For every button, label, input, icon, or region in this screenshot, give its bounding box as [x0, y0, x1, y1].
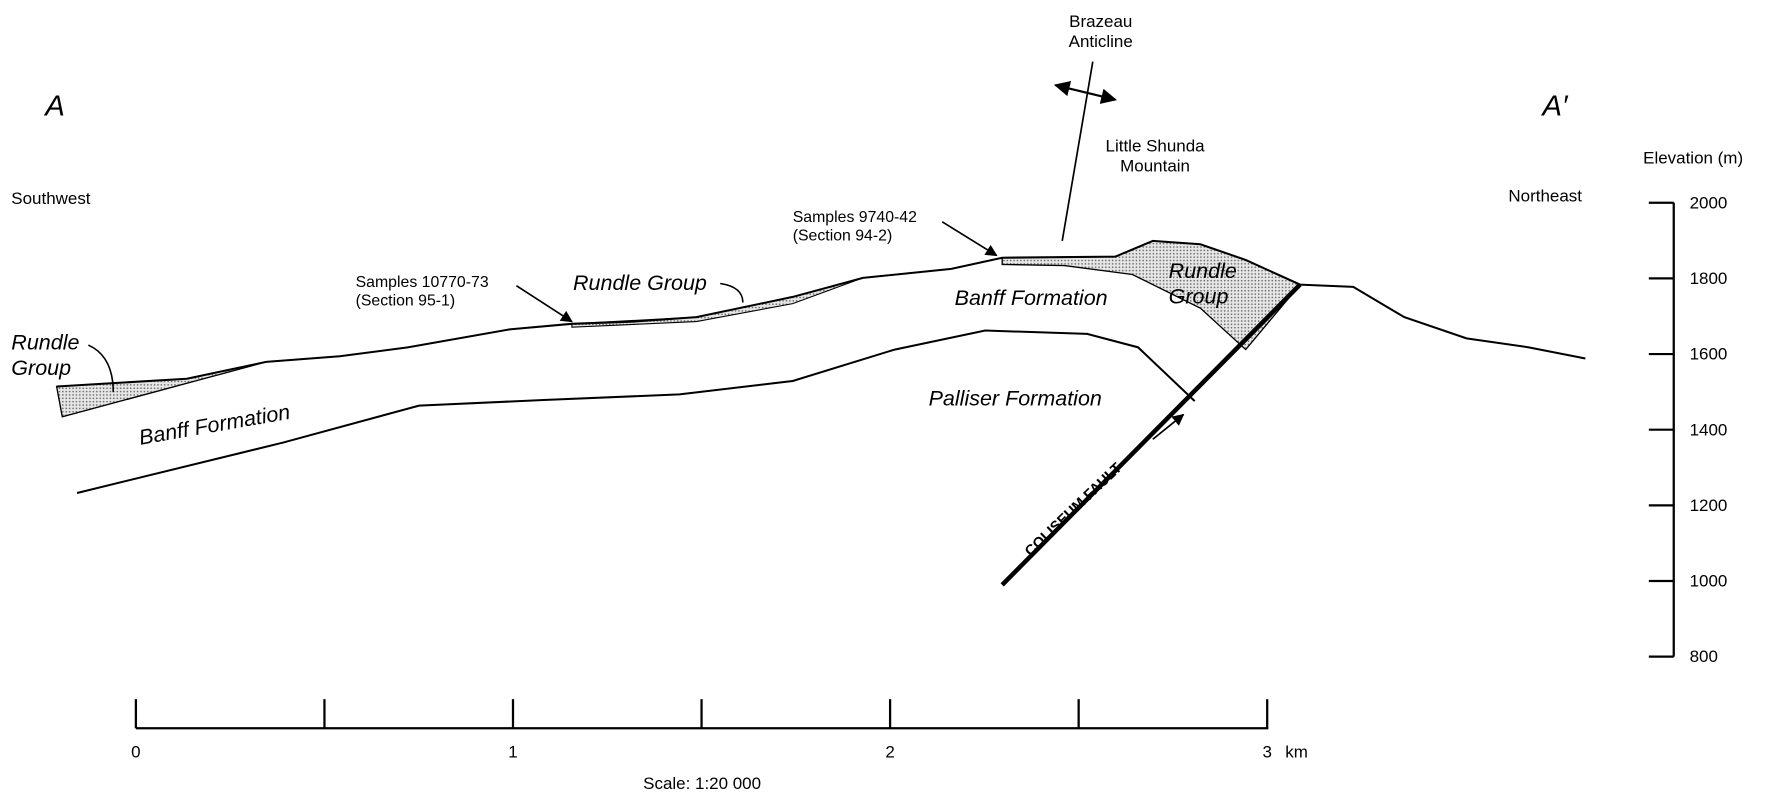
section-end: A′: [1540, 90, 1569, 123]
section-end: A: [43, 90, 65, 123]
direction: Southwest: [11, 189, 91, 208]
scale-bar: Scale: 1:20 000 0 1 2 3 km: [131, 699, 1308, 793]
tick-label: 2000: [1690, 193, 1728, 212]
topography: [57, 241, 1586, 387]
label-line: Group: [11, 356, 71, 380]
label-line: Group: [1169, 285, 1229, 309]
label: Samples 9740-42 (Section 94-2): [793, 209, 917, 245]
tick-label: 3: [1262, 743, 1271, 762]
tick-label: 1: [508, 743, 517, 762]
label: Samples 10770-73 (Section 95-1): [356, 274, 489, 310]
leader-95: [516, 286, 571, 322]
label-line: Brazeau: [1069, 12, 1132, 31]
axis-title: Elevation (m): [1643, 149, 1743, 168]
direction: Northeast: [1508, 187, 1582, 206]
tick-label: 1800: [1690, 269, 1728, 288]
label-line: Rundle: [11, 331, 79, 355]
tick-label: 1000: [1690, 572, 1728, 591]
tick-label: 1200: [1690, 496, 1728, 515]
label-line: Rundle: [1169, 259, 1237, 283]
label-line: Samples 10770-73: [356, 274, 489, 291]
leader-rundle-middle: [720, 283, 743, 302]
label-line: (Section 95-1): [356, 293, 456, 310]
label-line: Anticline: [1069, 32, 1133, 51]
label: Banff Formation: [955, 286, 1108, 310]
elevation-axis: 2000 1800 1600 1400 1200 1000 800: [1649, 193, 1728, 666]
label: Palliser Formation: [929, 387, 1102, 411]
label-line: Mountain: [1120, 157, 1190, 176]
anticline-arrows: [1055, 85, 1115, 100]
label-line: Little Shunda: [1106, 136, 1206, 155]
tick-label: 1400: [1690, 420, 1728, 439]
unit: km: [1285, 743, 1308, 762]
cross-section: A A′ Southwest Northeast Elevation (m) B…: [0, 0, 1770, 800]
label-line: Samples 9740-42: [793, 209, 917, 226]
label: Rundle Group: [573, 271, 707, 295]
scale-text: Scale: 1:20 000: [643, 774, 761, 793]
tick-label: 0: [131, 743, 140, 762]
label: Banff Formation: [137, 400, 292, 450]
texts: A A′ Southwest Northeast Elevation (m) B…: [11, 12, 1743, 560]
tick-label: 2: [885, 743, 894, 762]
tick-label: 1600: [1690, 345, 1728, 364]
tick-label: 800: [1690, 647, 1718, 666]
label: COLISEUM FAULT: [1022, 460, 1125, 559]
label-line: (Section 94-2): [793, 228, 893, 245]
page: {"section": {"left_end": "A", "right_end…: [0, 0, 1770, 800]
geology: [57, 62, 1586, 585]
label: Little Shunda Mountain: [1106, 136, 1206, 175]
leader-94: [942, 222, 996, 256]
